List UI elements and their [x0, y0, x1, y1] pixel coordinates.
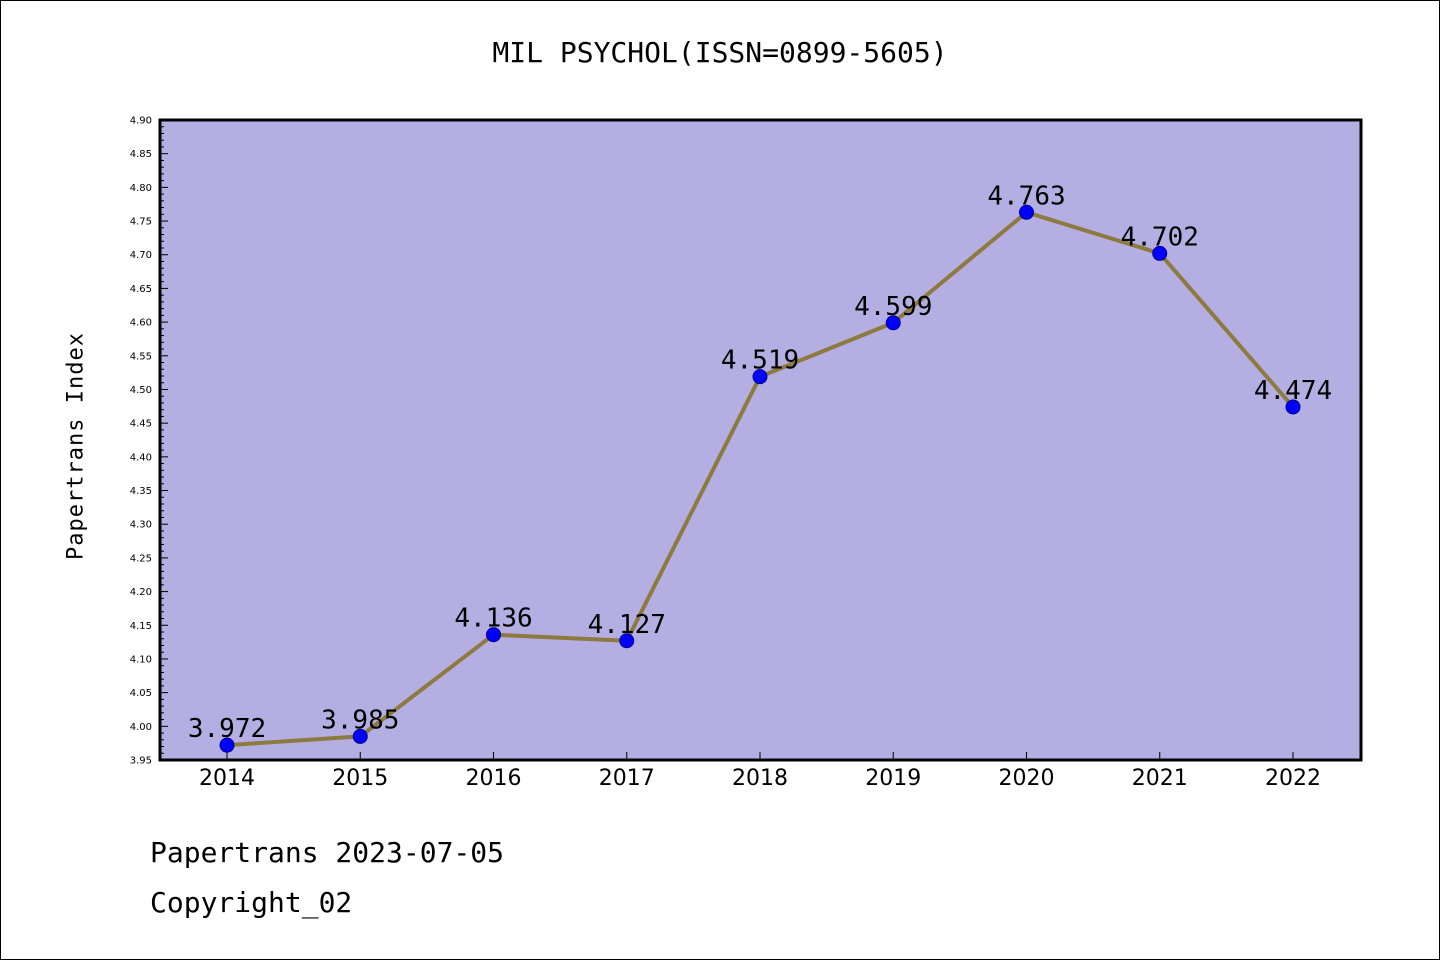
y-tick-label: 4.35	[130, 486, 152, 497]
x-tick-label: 2021	[1132, 766, 1188, 791]
x-tick-label: 2018	[732, 766, 788, 791]
y-tick-label: 4.00	[130, 722, 152, 733]
x-axis: 2014 2015 2016 2017 2018 2019 2020 2021 2022	[199, 752, 1321, 791]
y-tick-label: 4.05	[130, 688, 152, 699]
data-label: 4.702	[1121, 222, 1199, 252]
y-tick-label: 4.25	[130, 553, 152, 564]
data-label: 4.136	[454, 604, 532, 634]
x-tick-label: 2014	[199, 766, 255, 791]
data-point	[486, 627, 501, 643]
data-point	[885, 315, 901, 331]
y-tick-label: 4.40	[130, 452, 152, 463]
y-tick-label: 4.20	[130, 587, 152, 598]
data-label: 4.763	[987, 181, 1065, 211]
y-tick-label: 4.50	[130, 385, 152, 396]
data-point	[1019, 204, 1034, 220]
y-tick-label: 4.80	[130, 183, 152, 194]
data-point	[1152, 245, 1168, 261]
x-tick-label: 2022	[1265, 766, 1321, 791]
data-point	[352, 728, 368, 744]
points-group	[219, 204, 1301, 753]
data-labels-group: 3.972 3.985 4.136 4.127 4.519 4.599 4.763 4.702…	[188, 181, 1332, 744]
footer-date-text: Papertrans 2023-07-05	[150, 836, 505, 869]
data-label: 4.474	[1254, 376, 1332, 406]
data-label: 3.985	[321, 705, 399, 735]
data-label: 4.519	[721, 346, 799, 376]
data-point	[619, 633, 635, 649]
y-tick-label: 4.15	[130, 621, 152, 632]
plot-area	[158, 118, 1363, 762]
y-tick-label: 4.75	[130, 217, 152, 228]
data-label: 4.127	[588, 610, 666, 640]
data-label: 4.599	[854, 292, 932, 322]
data-point	[752, 369, 768, 385]
y-tick-label: 4.30	[130, 520, 152, 531]
y-tick-label: 4.45	[130, 419, 152, 430]
data-point	[219, 737, 235, 753]
x-tick-label: 2019	[865, 766, 921, 791]
x-tick-label: 2020	[999, 766, 1055, 791]
y-tick-label: 3.95	[130, 756, 152, 767]
y-tick-label: 4.60	[130, 318, 152, 329]
x-tick-label: 2015	[332, 766, 388, 791]
y-tick-label: 4.55	[130, 351, 152, 362]
x-tick-label: 2016	[466, 766, 522, 791]
y-tick-label: 4.65	[130, 284, 152, 295]
footer-copyright-text: Copyright_02	[150, 886, 353, 919]
y-axis: 3.95 4.00 4.05 4.10 4.15 4.20 4.25 4.30 4.35 4.40…	[130, 116, 168, 767]
y-tick-label: 4.85	[130, 149, 152, 160]
y-tick-label: 4.90	[130, 116, 152, 127]
data-point	[1285, 399, 1301, 415]
data-label: 3.972	[188, 714, 266, 744]
y-tick-label: 4.70	[130, 250, 152, 261]
y-tick-label: 4.10	[130, 654, 152, 665]
x-tick-label: 2017	[599, 766, 655, 791]
chart-title: MIL PSYCHOL(ISSN=0899-5605)	[492, 36, 948, 69]
